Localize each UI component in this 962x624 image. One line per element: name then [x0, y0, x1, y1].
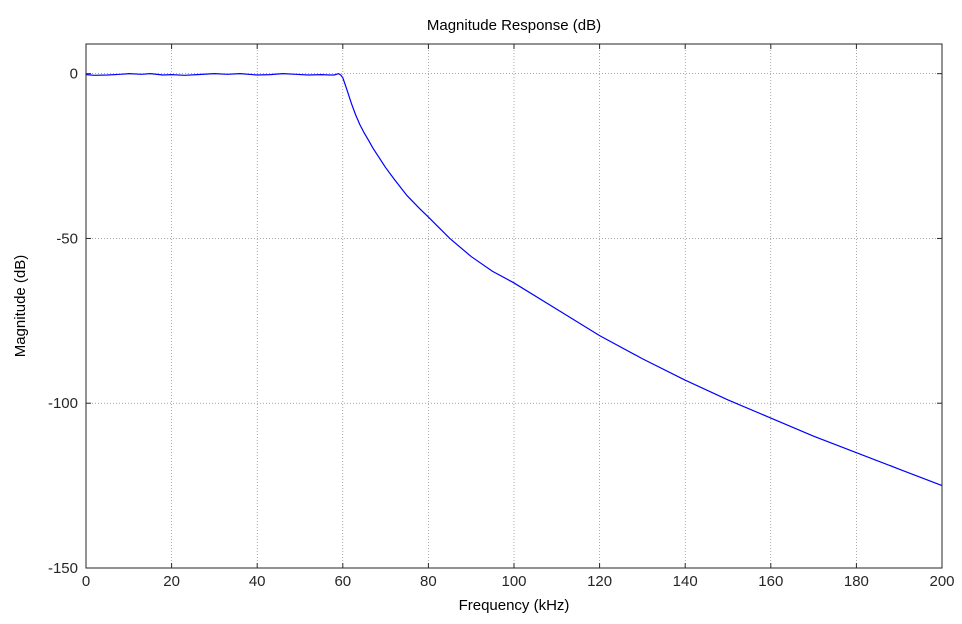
x-tick-label: 80 — [420, 573, 437, 590]
x-tick-label: 200 — [929, 573, 954, 590]
chart-title: Magnitude Response (dB) — [427, 17, 601, 34]
x-tick-label: 40 — [249, 573, 266, 590]
x-tick-label: 100 — [501, 573, 526, 590]
x-tick-label: 120 — [587, 573, 612, 590]
y-axis-label: Magnitude (dB) — [12, 255, 29, 358]
plot-frame — [85, 43, 943, 569]
x-tick-label: 160 — [758, 573, 783, 590]
x-tick-label: 0 — [82, 573, 90, 590]
x-axis-label: Frequency (kHz) — [459, 597, 570, 614]
y-tick-label: -100 — [48, 395, 78, 412]
grid-lines — [86, 44, 942, 568]
series-line-magnitude — [85, 73, 943, 487]
y-tick-labels: 0 -50 -100 -150 — [48, 66, 78, 577]
y-tick-label: -50 — [56, 230, 78, 247]
axis-ticks — [85, 44, 943, 569]
x-tick-labels: 0 20 40 60 80 100 120 140 160 180 200 — [82, 573, 955, 590]
x-tick-label: 60 — [334, 573, 351, 590]
x-tick-label: 140 — [673, 573, 698, 590]
y-tick-label: 0 — [70, 66, 78, 83]
y-tick-label: -150 — [48, 560, 78, 577]
x-tick-label: 180 — [844, 573, 869, 590]
x-tick-label: 20 — [163, 573, 180, 590]
